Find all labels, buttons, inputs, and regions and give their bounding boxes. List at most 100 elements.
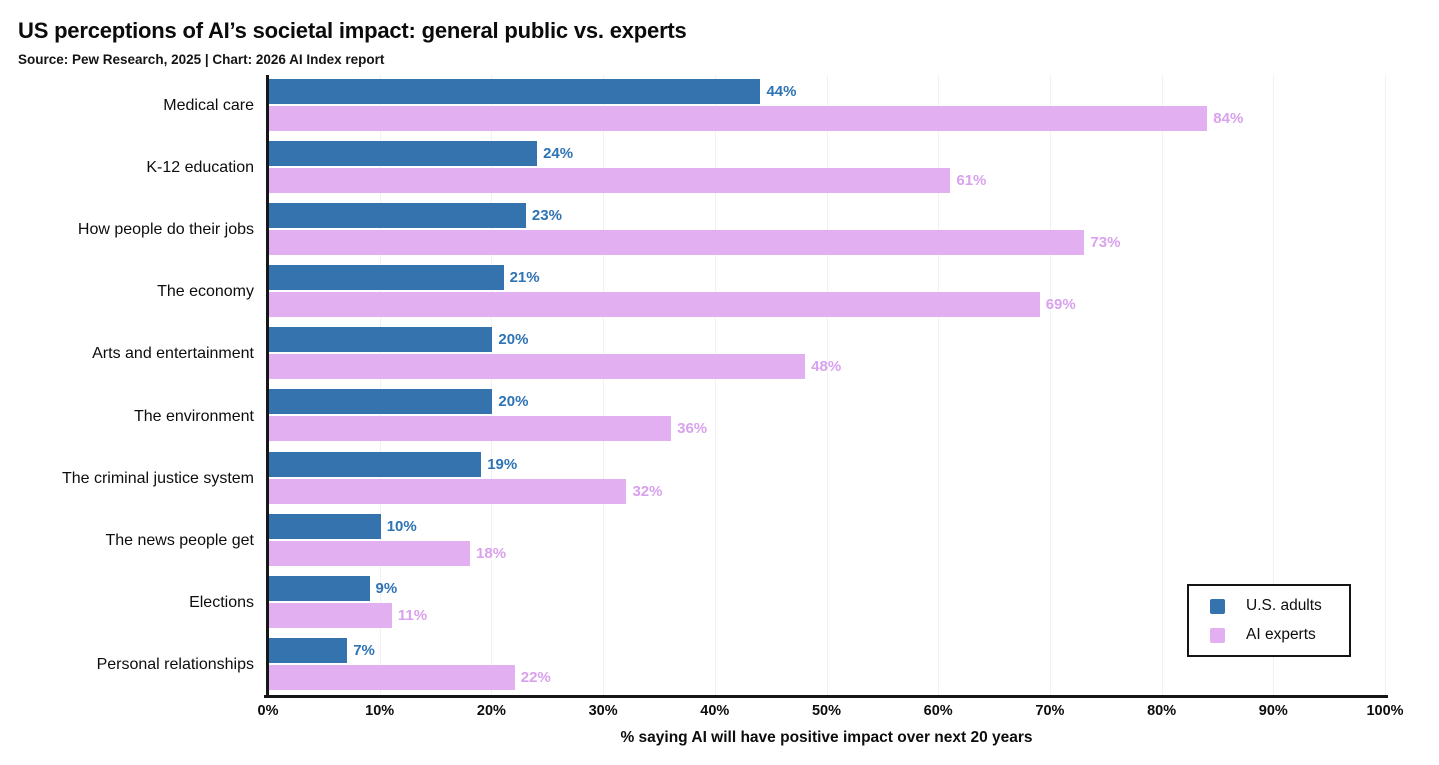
x-axis-spine — [264, 695, 1388, 698]
gridline — [1049, 75, 1051, 696]
category-row-elections: Elections 9% 11% — [0, 572, 1439, 634]
bar-ai-experts-elections — [269, 602, 392, 628]
bar-group: 24% 61% — [269, 137, 1386, 199]
category-row-the-criminal-justice-system: The criminal justice system 19% 32% — [0, 448, 1439, 510]
legend-item-u-s-adults: U.S. adults — [1210, 597, 1337, 615]
bar-group: 20% 48% — [269, 323, 1386, 385]
category-row-how-people-do-their-jobs: How people do their jobs 23% 73% — [0, 199, 1439, 261]
bar-u-s-adults-k-12-education — [269, 141, 538, 167]
value-label: 32% — [632, 482, 663, 500]
value-label: 20% — [498, 331, 529, 349]
bar-group: 21% 69% — [269, 261, 1386, 323]
bar-ai-experts-the-criminal-justice-system — [269, 478, 627, 504]
bar-group: 7% 22% — [269, 634, 1386, 696]
bar-line: 19% — [269, 451, 1386, 477]
x-axis-tick-label: 20% — [476, 703, 506, 719]
value-label: 36% — [677, 420, 708, 438]
bar-u-s-adults-medical-care — [269, 79, 761, 104]
legend-label: U.S. adults — [1246, 597, 1322, 614]
x-axis-tick-label: 30% — [588, 703, 618, 719]
x-axis-tick-label: 40% — [700, 703, 730, 719]
x-axis-tick-label: 90% — [1258, 703, 1288, 719]
gridline — [1385, 75, 1386, 696]
bar-line: 36% — [269, 416, 1386, 442]
x-axis-tick-label: 60% — [923, 703, 953, 719]
category-row-the-economy: The economy 21% 69% — [0, 261, 1439, 323]
value-label: 7% — [353, 641, 375, 659]
value-label: 44% — [766, 83, 797, 100]
gridline — [603, 75, 605, 696]
legend-label: AI experts — [1246, 626, 1316, 643]
gridline — [1273, 75, 1275, 696]
legend-swatch-ai-experts — [1210, 627, 1225, 643]
category-label: Medical care — [163, 97, 254, 115]
value-label: 11% — [397, 606, 428, 624]
value-label: 48% — [811, 358, 842, 376]
value-label: 24% — [543, 145, 574, 163]
value-label: 21% — [509, 269, 540, 287]
value-label: 23% — [531, 207, 562, 225]
bar-ai-experts-the-environment — [269, 416, 672, 442]
gridline — [826, 75, 828, 696]
bar-u-s-adults-the-news-people-get — [269, 513, 381, 539]
category-row-the-news-people-get: The news people get 10% 18% — [0, 510, 1439, 572]
value-label: 84% — [1213, 110, 1244, 127]
category-row-medical-care: Medical care 44% 84% — [0, 75, 1439, 137]
value-label: 73% — [1090, 234, 1121, 252]
value-label: 18% — [476, 544, 507, 562]
y-axis-spine — [266, 75, 269, 697]
bar-line: 18% — [269, 540, 1386, 566]
bar-line: 61% — [269, 168, 1386, 194]
category-label: The criminal justice system — [61, 469, 254, 487]
category-row-k-12-education: K-12 education 24% 61% — [0, 137, 1439, 199]
gridline — [1161, 75, 1163, 696]
bar-u-s-adults-the-economy — [269, 265, 504, 291]
bar-ai-experts-how-people-do-their-jobs — [269, 230, 1085, 256]
x-axis-tick-label: 0% — [257, 703, 279, 719]
category-label: How people do their jobs — [77, 221, 254, 239]
bar-ai-experts-k-12-education — [269, 168, 951, 194]
value-label: 69% — [1045, 296, 1076, 314]
legend-item-ai-experts: AI experts — [1210, 626, 1337, 644]
category-row-the-environment: The environment 20% 36% — [0, 385, 1439, 447]
bar-u-s-adults-elections — [269, 575, 370, 601]
value-label: 10% — [386, 517, 417, 535]
category-row-personal-relationships: Personal relationships 7% 22% — [0, 634, 1439, 696]
bar-line: 48% — [269, 354, 1386, 380]
bar-line: 44% — [269, 79, 1386, 104]
x-axis-tick-label: 70% — [1035, 703, 1065, 719]
category-label: The economy — [157, 283, 254, 301]
bar-group: 23% 73% — [269, 199, 1386, 261]
bar-line: 73% — [269, 230, 1386, 256]
bar-line: 20% — [269, 389, 1386, 415]
gridline — [938, 75, 940, 696]
category-label: Elections — [189, 593, 254, 611]
value-label: 20% — [498, 393, 529, 411]
bar-group: 44% 84% — [269, 75, 1386, 137]
x-axis-title: % saying AI will have positive impact ov… — [620, 729, 1033, 746]
bar-ai-experts-the-news-people-get — [269, 540, 471, 566]
bar-line: 23% — [269, 203, 1386, 229]
bar-line: 9% — [269, 575, 1386, 601]
category-label: Arts and entertainment — [92, 345, 254, 363]
category-label: The news people get — [105, 531, 254, 549]
bar-line: 84% — [269, 106, 1386, 131]
bar-group: 19% 32% — [269, 448, 1386, 510]
category-row-arts-and-entertainment: Arts and entertainment 20% 48% — [0, 323, 1439, 385]
bar-line: 10% — [269, 513, 1386, 539]
bar-ai-experts-personal-relationships — [269, 664, 515, 690]
bar-line: 22% — [269, 664, 1386, 690]
x-axis-tick-label: 50% — [811, 703, 842, 719]
grid-layer — [268, 75, 1386, 696]
value-label: 61% — [956, 172, 987, 190]
bar-group: 9% 11% — [269, 572, 1386, 634]
bar-line: 11% — [269, 602, 1386, 628]
bar-line: 21% — [269, 265, 1386, 291]
x-axis-ticks: 0% 10% 20% 30% 40% 50% 60% 70% 80% 90% 100% — [258, 703, 1404, 723]
value-label: 22% — [520, 668, 551, 686]
chart-subtitle: Source: Pew Research, 2025 | Chart: 2026… — [18, 52, 385, 67]
bar-line: 69% — [269, 292, 1386, 318]
x-axis-tick-label: 100% — [1366, 703, 1404, 719]
gridline — [714, 75, 716, 696]
